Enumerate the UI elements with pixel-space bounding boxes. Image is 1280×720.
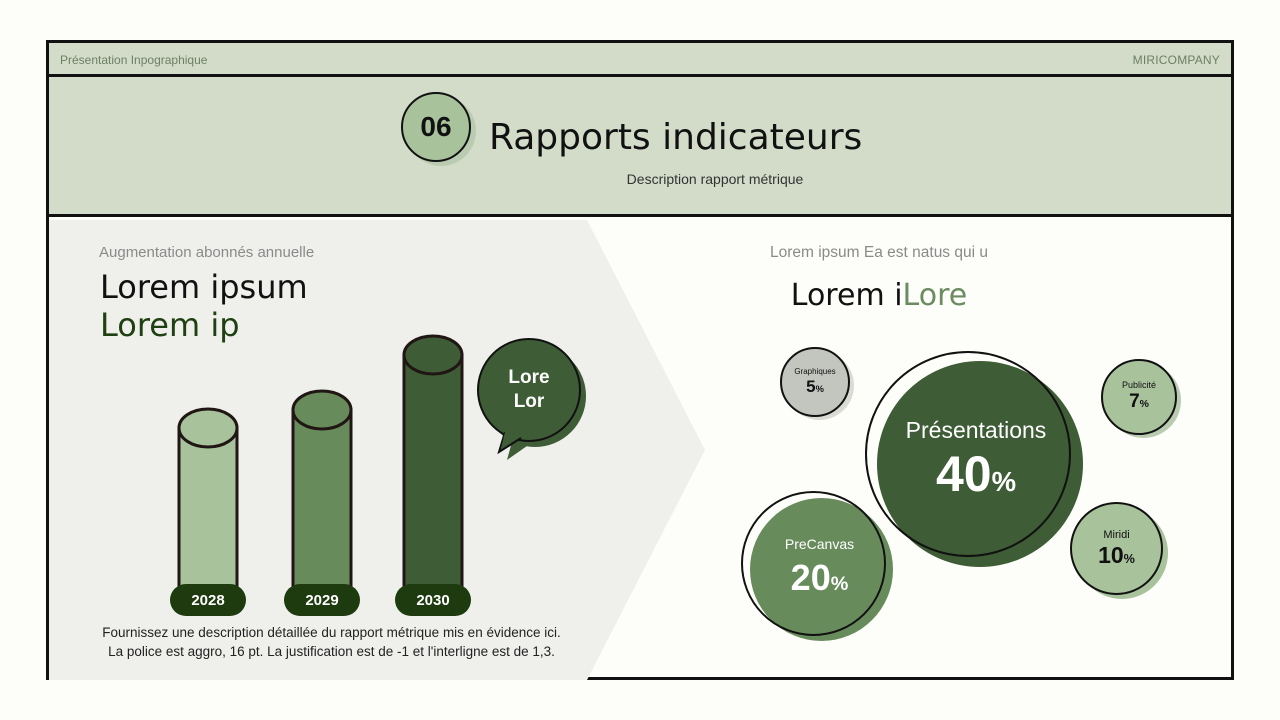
top-bar: Présentation Inpographique MIRICOMPANY	[49, 43, 1231, 77]
left-heading-line1: Lorem ipsum	[100, 268, 308, 306]
bubble-presentations-value: 40%	[935, 446, 1017, 503]
section-number-badge: 06	[401, 92, 476, 166]
right-eyebrow: Lorem ipsum Ea est natus qui u	[770, 244, 988, 261]
right-heading-accent: Lore	[902, 278, 968, 313]
content-area: Augmentation abonnés annuelle Lorem ipsu…	[49, 220, 1231, 680]
description-line1: Fournissez une description détaillée du …	[102, 625, 561, 640]
bar-2028	[177, 407, 239, 590]
bubble-precanvas-label: PreCanvas	[784, 536, 855, 552]
callout-bubble-shape	[477, 338, 586, 460]
left-heading-line2: Lorem ip	[100, 306, 240, 344]
bar-label-2030: 2030	[395, 584, 471, 616]
bubble-graphiques-value: 5%	[806, 376, 824, 396]
bubble-precanvas: PreCanvas 20%	[741, 491, 896, 641]
bubble-graphiques: Graphiques 5%	[780, 347, 856, 421]
bubble-publicite-value: 7%	[1129, 391, 1149, 412]
bubble-miridi: Miridi 10%	[1070, 502, 1170, 600]
slide-header: 06 Rapports indicateurs Description rapp…	[49, 77, 1231, 217]
cylinder-bars	[177, 334, 586, 590]
bubble-miridi-value: 10%	[1098, 541, 1135, 568]
company-label: MIRICOMPANY	[1132, 53, 1220, 67]
bar-label-2029: 2029	[284, 584, 360, 616]
page-subtitle: Description rapport métrique	[626, 171, 804, 187]
right-heading-plain: Lorem i	[790, 278, 903, 313]
bubble-publicite-label: Publicité	[1121, 380, 1157, 391]
cylinder-bar-chart: 2028 2029 2030 Lore Lor	[159, 320, 599, 616]
bar-2030	[402, 334, 464, 590]
bar-label-2028: 2028	[170, 584, 246, 616]
bubble-publicite: Publicité 7%	[1101, 359, 1183, 439]
bubble-graphiques-label: Graphiques	[794, 366, 836, 376]
right-heading: Lorem iLore	[689, 278, 1069, 313]
callout-text: Lore Lor	[477, 338, 581, 442]
section-number: 06	[401, 92, 471, 162]
page-title: Rapports indicateurs	[489, 117, 863, 158]
description-text: Fournissez une description détaillée du …	[69, 623, 594, 661]
bubble-precanvas-value: 20%	[790, 557, 849, 599]
slide-frame: Présentation Inpographique MIRICOMPANY 0…	[46, 40, 1234, 680]
callout-line2: Lor	[513, 391, 545, 412]
description-line2: La police est aggro, 16 pt. La justifica…	[108, 644, 555, 659]
bubble-miridi-label: Miridi	[1103, 528, 1130, 541]
callout-line1: Lore	[508, 367, 550, 388]
bubble-presentations-label: Présentations	[905, 416, 1047, 443]
bar-2029	[291, 389, 353, 590]
presentation-label: Présentation Inpographique	[60, 53, 208, 67]
left-eyebrow: Augmentation abonnés annuelle	[99, 244, 315, 261]
bubble-presentations: Présentations 40%	[865, 351, 1087, 567]
